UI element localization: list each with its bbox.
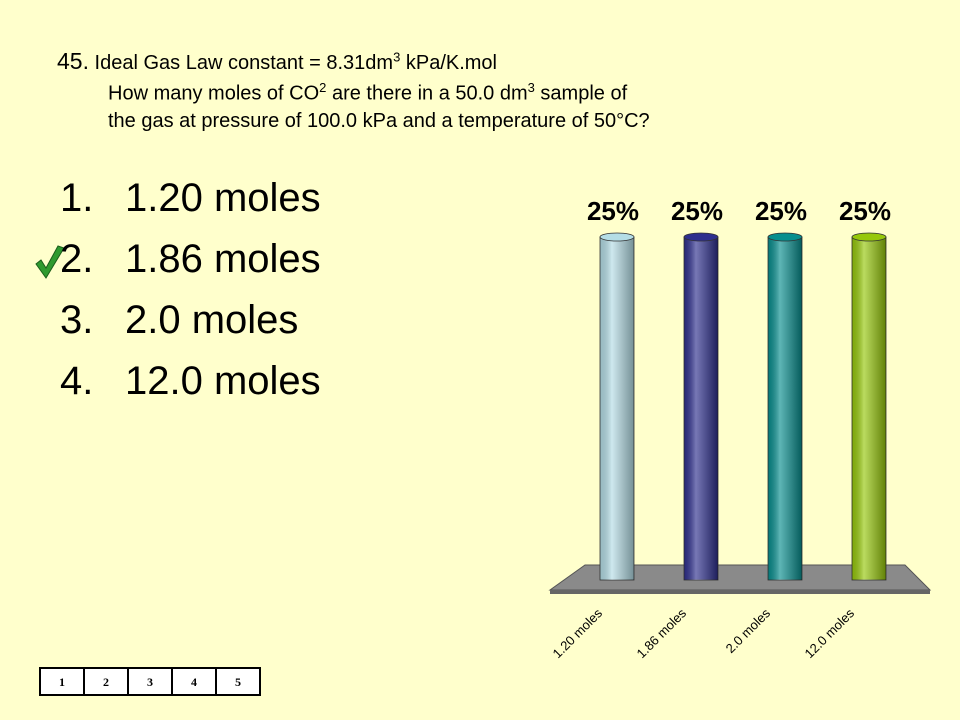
counter: 1 2 3 4 5 (39, 667, 261, 696)
counter-cell (215, 667, 261, 696)
bar-shade (768, 237, 802, 580)
question-number: 45. (57, 48, 89, 74)
question-text: are there in a 50.0 dm (326, 82, 528, 105)
bar-top (851, 232, 887, 242)
bar-shade (852, 237, 886, 580)
counter-cell (127, 667, 173, 696)
value-label: 25% (587, 196, 639, 226)
superscript: 3 (393, 49, 401, 65)
counter-label: 1 (59, 675, 65, 689)
bar-top (599, 232, 635, 242)
question-line: 45. Ideal Gas Law constant = 8.31dm3 kPa… (57, 48, 497, 75)
counter-cell (39, 667, 85, 696)
correct-check (35, 245, 65, 279)
counter-label: 3 (147, 675, 153, 689)
bar-shade (684, 237, 718, 580)
superscript: 2 (319, 80, 327, 95)
x-tick-label: 1.86 moles (634, 605, 690, 661)
counter-cell (83, 667, 129, 696)
x-tick-label: 1.20 moles (550, 605, 606, 661)
chart-floor-edge (550, 590, 930, 594)
answer-text: 1.20 moles (125, 176, 321, 220)
bar-shade (600, 237, 634, 580)
counter-label: 2 (103, 675, 109, 689)
question-line: How many moles of CO2 are there in a 50.… (108, 80, 627, 106)
value-label: 25% (839, 196, 891, 226)
answer-number: 3. (60, 298, 94, 342)
question-line: the gas at pressure of 100.0 kPa and a t… (108, 110, 650, 133)
value-label: 25% (755, 196, 807, 226)
question-text: the gas at pressure of 100.0 kPa and a t… (108, 110, 650, 132)
answer-text: 2.0 moles (125, 298, 299, 342)
counter-label: 4 (191, 675, 197, 689)
answer-number: 2. (60, 237, 94, 281)
x-tick-label: 12.0 moles (802, 605, 858, 661)
value-label: 25% (671, 196, 723, 226)
superscript: 3 (527, 80, 535, 95)
x-tick-label: 2.0 moles (723, 605, 774, 656)
answer-text: 12.0 moles (125, 359, 321, 403)
question-text: Ideal Gas Law constant = 8.31dm (94, 52, 394, 74)
question-text: How many moles of CO (108, 82, 320, 105)
bar-top (683, 232, 719, 242)
answer-text: 1.86 moles (125, 237, 321, 281)
answer-number: 1. (60, 176, 94, 220)
question-text: sample of (534, 82, 628, 105)
answer-number: 4. (60, 359, 94, 403)
bar-top (767, 232, 803, 242)
question-text: kPa/K.mol (400, 52, 497, 74)
counter-label: 5 (235, 675, 241, 689)
